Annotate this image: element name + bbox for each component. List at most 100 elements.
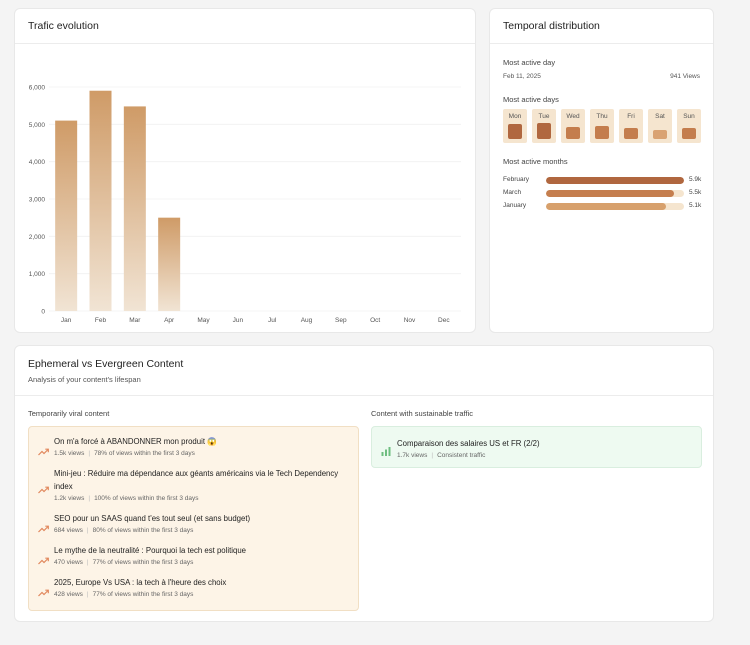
bar-apr[interactable] — [158, 217, 181, 311]
bar-jan[interactable] — [55, 120, 78, 311]
viral-item-ratio: 77% of views within the first 3 days — [92, 559, 194, 566]
day-name: Mon — [508, 113, 522, 120]
temporal-title: Temporal distribution — [503, 20, 600, 32]
y-tick-label: 5,000 — [29, 122, 46, 129]
trending-up-icon — [38, 443, 49, 455]
day-activity-block — [624, 128, 638, 139]
day-name: Sat — [655, 113, 665, 120]
viral-item-views: 428 views — [54, 591, 83, 598]
day-activity-block — [653, 130, 667, 139]
trafic-bar-chart: 0 1,000 2,000 3,000 4,000 5,000 6,000 Jan Feb Mar… — [29, 85, 461, 324]
trending-up-icon — [38, 552, 49, 564]
y-tick-label: 3,000 — [29, 197, 46, 204]
day-cell-mon[interactable]: Mon — [503, 109, 527, 143]
day-name: Fri — [627, 113, 635, 120]
y-tick-label: 6,000 — [29, 85, 46, 92]
bar-feb[interactable] — [89, 90, 112, 311]
y-tick-label: 2,000 — [29, 234, 46, 241]
y-tick-label: 0 — [41, 309, 45, 316]
month-row-march: March 5.5k — [503, 188, 703, 198]
day-cell-thu[interactable]: Thu — [590, 109, 614, 143]
month-value: 5.9k — [689, 176, 702, 183]
month-bar-fill — [546, 190, 675, 197]
ephemeral-subtitle: Analysis of your content's lifespan — [28, 375, 141, 384]
viral-item-ratio: 100% of views within the first 3 days — [94, 495, 199, 502]
viral-item-meta: 1.5k views | 78% of views within the first… — [54, 450, 195, 457]
trending-up-icon — [38, 584, 49, 596]
viral-item-title: Le mythe de la neutralité : Pourquoi la … — [54, 546, 247, 555]
viral-item-ratio: 77% of views within the first 3 days — [92, 591, 194, 598]
viral-item-ratio: 80% of views within the first 3 days — [92, 527, 194, 534]
viral-content-list: On m'a forcé à ABANDONNER mon produit 😱 1… — [28, 426, 359, 611]
x-tick-label: Feb — [95, 317, 107, 324]
month-value: 5.5k — [689, 189, 702, 196]
sustainable-item-status: Consistent traffic — [437, 452, 486, 459]
viral-item-meta: 684 views | 80% of views within the first … — [54, 527, 194, 534]
month-bar-track — [546, 203, 684, 210]
trafic-card-header: Trafic evolution — [15, 9, 475, 44]
day-cell-tue[interactable]: Tue — [532, 109, 556, 143]
trending-up-icon — [38, 481, 49, 494]
trending-up-icon — [38, 520, 49, 532]
x-tick-label: Aug — [301, 317, 313, 324]
viral-item-views: 1.2k views — [54, 495, 85, 502]
sustainable-section-title: Content with sustainable traffic — [371, 409, 474, 418]
viral-item-views: 1.5k views — [54, 450, 85, 457]
day-activity-block — [566, 127, 580, 139]
viral-section-title: Temporarily viral content — [28, 409, 110, 418]
x-tick-label: Jul — [268, 317, 277, 324]
month-name: March — [503, 189, 522, 196]
month-bar-track — [546, 190, 684, 197]
bar-mar[interactable] — [123, 106, 146, 311]
y-tick-label: 1,000 — [29, 271, 46, 278]
most-active-day-date: Feb 11, 2025 — [503, 73, 541, 80]
x-tick-label: May — [197, 317, 210, 324]
days-grid: Mon Tue Wed Thu Fri Sat Sun — [503, 109, 701, 143]
most-active-day-views: 941 Views — [670, 73, 700, 80]
temporal-distribution-card: Temporal distribution Most active day Fe… — [489, 8, 714, 333]
viral-item-title: 2025, Europe Vs USA : la tech à l'heure … — [54, 578, 227, 587]
month-bar-fill — [546, 203, 667, 210]
day-name: Thu — [596, 113, 608, 120]
day-cell-sun[interactable]: Sun — [677, 109, 701, 143]
day-activity-block — [682, 128, 696, 139]
ephemeral-card-header: Ephemeral vs Evergreen Content Analysis … — [15, 346, 713, 396]
viral-item-ratio: 78% of views within the first 3 days — [94, 450, 195, 457]
bar-chart-icon — [381, 443, 392, 456]
x-tick-label: Jun — [233, 317, 244, 324]
month-value: 5.1k — [689, 202, 702, 209]
month-name: February — [503, 176, 530, 183]
trafic-title: Trafic evolution — [28, 20, 99, 32]
day-activity-block — [537, 123, 551, 139]
x-tick-label: Nov — [404, 317, 416, 324]
day-activity-block — [508, 124, 522, 139]
most-active-day-label: Most active day — [503, 58, 556, 67]
viral-item-meta: 470 views | 77% of views within the first … — [54, 559, 194, 566]
x-tick-label: Jan — [61, 317, 72, 324]
sustainable-item-meta: 1.7k views | Consistent traffic — [397, 452, 486, 459]
day-cell-wed[interactable]: Wed — [561, 109, 585, 143]
day-cell-fri[interactable]: Fri — [619, 109, 643, 143]
day-cell-sat[interactable]: Sat — [648, 109, 672, 143]
month-bar-fill — [546, 177, 684, 184]
day-name: Tue — [538, 113, 550, 120]
viral-item-meta: 428 views | 77% of views within the first … — [54, 591, 194, 598]
sustainable-item-views: 1.7k views — [397, 452, 428, 459]
viral-item-title: SEO pour un SAAS quand t'es tout seul (e… — [54, 514, 251, 523]
x-tick-label: Dec — [438, 317, 450, 324]
month-name: January — [503, 202, 527, 209]
x-tick-label: Apr — [164, 317, 175, 324]
trafic-evolution-card: Trafic evolution 0 1,000 2,000 3,000 4,000 5,… — [14, 8, 476, 333]
month-row-february: February 5.9k — [503, 175, 703, 185]
sustainable-item-title: Comparaison des salaires US et FR (2/2) — [397, 439, 540, 448]
y-tick-label: 4,000 — [29, 159, 46, 166]
day-name: Sun — [683, 113, 695, 120]
x-tick-label: Oct — [370, 317, 380, 324]
x-tick-label: Mar — [129, 317, 141, 324]
viral-item-title: Mini-jeu : Réduire ma dépendance aux géa… — [54, 469, 339, 491]
viral-item-meta: 1.2k views | 100% of views within the firs… — [54, 495, 199, 502]
most-active-days-label: Most active days — [503, 95, 559, 104]
most-active-months-label: Most active months — [503, 157, 568, 166]
ephemeral-title: Ephemeral vs Evergreen Content — [28, 358, 184, 370]
viral-item-title: On m'a forcé à ABANDONNER mon produit 😱 — [54, 437, 217, 446]
